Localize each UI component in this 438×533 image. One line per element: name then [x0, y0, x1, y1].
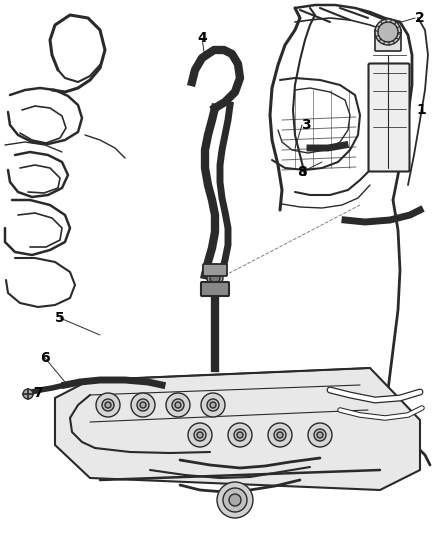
Circle shape — [229, 494, 241, 506]
Circle shape — [207, 399, 219, 411]
Circle shape — [268, 423, 292, 447]
Circle shape — [314, 429, 326, 441]
Text: 8: 8 — [297, 165, 307, 179]
Circle shape — [237, 432, 243, 438]
Text: 2: 2 — [415, 11, 425, 25]
Circle shape — [175, 402, 181, 408]
FancyBboxPatch shape — [375, 29, 401, 51]
Circle shape — [223, 488, 247, 512]
FancyBboxPatch shape — [203, 264, 227, 276]
Circle shape — [188, 423, 212, 447]
Circle shape — [274, 429, 286, 441]
Circle shape — [131, 393, 155, 417]
Circle shape — [277, 432, 283, 438]
Circle shape — [197, 432, 203, 438]
Circle shape — [201, 393, 225, 417]
Circle shape — [140, 402, 146, 408]
Circle shape — [308, 423, 332, 447]
Text: 4: 4 — [197, 31, 207, 45]
Polygon shape — [55, 368, 420, 490]
Text: 5: 5 — [55, 311, 65, 325]
Circle shape — [375, 19, 401, 45]
Circle shape — [137, 399, 149, 411]
Circle shape — [378, 22, 398, 42]
Circle shape — [234, 429, 246, 441]
Circle shape — [217, 482, 253, 518]
Circle shape — [210, 273, 220, 283]
Circle shape — [207, 270, 223, 286]
Text: 1: 1 — [416, 103, 426, 117]
FancyBboxPatch shape — [368, 63, 410, 172]
Circle shape — [96, 393, 120, 417]
Circle shape — [23, 389, 33, 399]
FancyBboxPatch shape — [201, 282, 229, 296]
Text: 7: 7 — [33, 386, 43, 400]
Text: 3: 3 — [301, 118, 311, 132]
Circle shape — [172, 399, 184, 411]
Circle shape — [105, 402, 111, 408]
Circle shape — [210, 402, 216, 408]
Circle shape — [228, 423, 252, 447]
Circle shape — [166, 393, 190, 417]
Circle shape — [194, 429, 206, 441]
Circle shape — [102, 399, 114, 411]
Text: 6: 6 — [40, 351, 50, 365]
Circle shape — [317, 432, 323, 438]
